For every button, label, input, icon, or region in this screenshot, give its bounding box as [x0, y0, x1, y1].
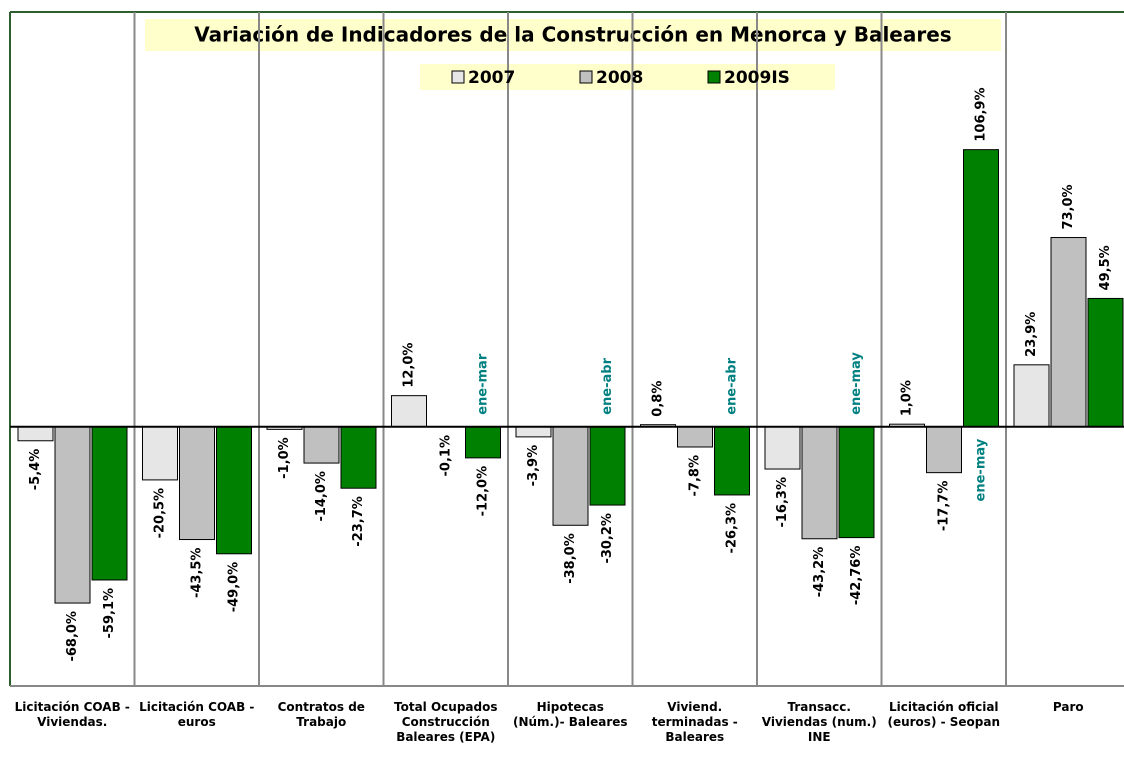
- data-label: -26,3%: [725, 503, 740, 553]
- bar: [552, 426, 589, 526]
- x-tick-label: Paro: [1052, 700, 1084, 714]
- bar: [963, 149, 999, 428]
- bar: [926, 426, 962, 474]
- bar: [589, 426, 626, 506]
- bar: [764, 426, 801, 470]
- annotation: ene-may: [974, 438, 989, 501]
- title-box: [145, 19, 1001, 51]
- bar: [340, 426, 377, 489]
- x-tick-label: Licitación oficial (euros) - Seopan: [887, 700, 1001, 729]
- data-label: -30,2%: [600, 513, 615, 564]
- bar: [91, 426, 128, 581]
- data-label: -14,0%: [314, 471, 329, 522]
- x-tick-label: Licitación COAB - euros: [139, 700, 255, 729]
- data-label: 12,0%: [402, 343, 417, 388]
- bar: [838, 426, 875, 539]
- x-tick-label: Transacc. Viviendas (num.) INE: [761, 700, 877, 744]
- data-label: 106,9%: [974, 87, 989, 141]
- data-label: -38,0%: [563, 533, 578, 584]
- data-label: -68,0%: [65, 611, 80, 662]
- data-label: -20,5%: [153, 488, 168, 538]
- bar: [303, 426, 340, 464]
- bar: [391, 395, 427, 428]
- data-label: -43,2%: [812, 547, 827, 598]
- data-label: 23,9%: [1024, 312, 1039, 357]
- data-label: -1,0%: [277, 437, 292, 478]
- data-label: -16,3%: [775, 477, 790, 527]
- bar: [17, 426, 54, 442]
- annotation: ene-mar: [476, 353, 491, 415]
- data-label: -0,1%: [439, 435, 454, 476]
- data-label: -49,0%: [227, 562, 242, 613]
- data-label: 49,5%: [1098, 245, 1113, 290]
- data-label: -7,8%: [688, 455, 703, 496]
- legend-swatch: [451, 70, 465, 84]
- annotation: ene-abr: [725, 357, 740, 414]
- bar: [1050, 237, 1087, 428]
- bar: [54, 426, 91, 604]
- bar: [465, 426, 501, 459]
- x-tick-label: Viviend. terminadas - Baleares: [651, 700, 738, 744]
- bar: [677, 426, 713, 448]
- data-label: -3,9%: [526, 445, 541, 486]
- bar: [142, 426, 178, 481]
- annotation: ene-abr: [600, 357, 615, 414]
- bar: [1013, 364, 1050, 428]
- x-tick-label: Hipotecas (Núm.)- Baleares: [512, 700, 628, 729]
- x-tick-label: Licitación COAB - Viviendas.: [14, 700, 130, 729]
- bar: [1087, 297, 1124, 428]
- legend-swatch: [579, 70, 593, 84]
- legend-swatch: [707, 70, 721, 84]
- x-tick-label: Contratos de Trabajo: [277, 700, 365, 729]
- data-label: -42,76%: [849, 546, 864, 606]
- data-label: -43,5%: [190, 548, 205, 599]
- x-tick-label: Total Ocupados Construcción Baleares (EP…: [394, 700, 498, 744]
- data-label: -23,7%: [351, 496, 366, 547]
- chart-title: Variación de Indicadores de la Construcc…: [194, 23, 951, 47]
- annotation: ene-may: [849, 352, 864, 415]
- bar: [801, 426, 838, 540]
- bar: [179, 426, 215, 541]
- legend-box: [420, 64, 835, 90]
- bar: [515, 426, 552, 438]
- data-label: 0,8%: [651, 381, 666, 417]
- data-label: 1,0%: [900, 380, 915, 416]
- legend-label: 2009IS: [724, 68, 790, 88]
- bar: [216, 426, 252, 555]
- data-label: -5,4%: [28, 449, 43, 490]
- legend-label: 2007: [468, 68, 515, 88]
- data-label: -59,1%: [102, 588, 117, 639]
- data-label: -12,0%: [476, 466, 491, 517]
- data-label: -17,7%: [937, 481, 952, 532]
- bar: [714, 426, 750, 496]
- data-label: 73,0%: [1061, 184, 1076, 229]
- legend-label: 2008: [596, 68, 643, 88]
